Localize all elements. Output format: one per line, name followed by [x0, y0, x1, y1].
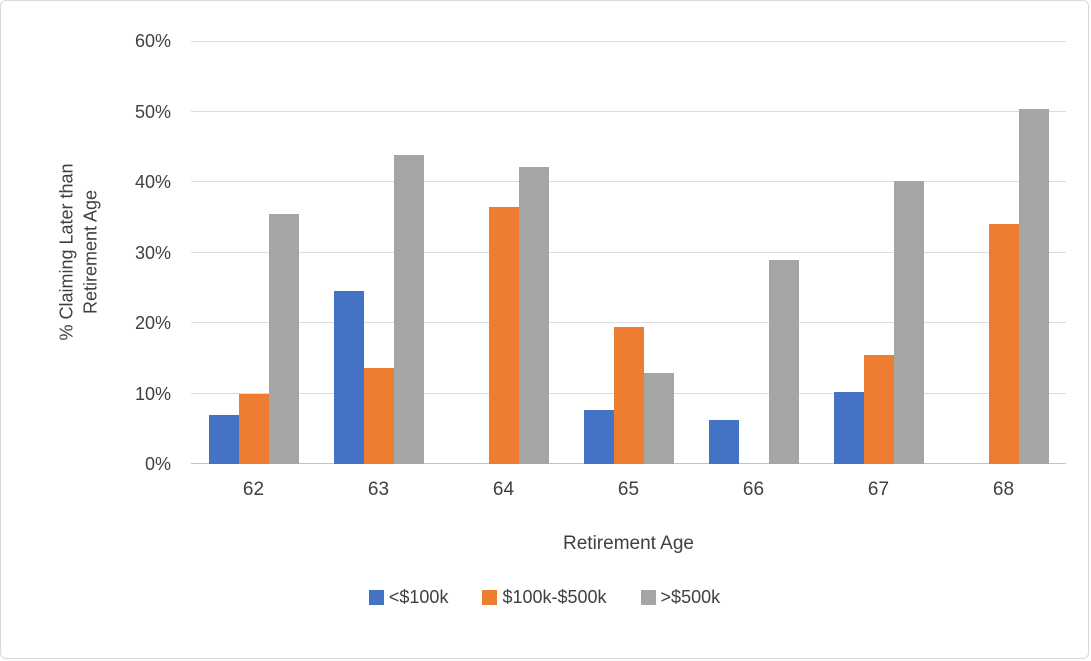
x-tick-label: 66 [742, 479, 765, 500]
bar-$100k-$500k-age-63 [363, 368, 394, 464]
y-tick-label: 10% [134, 383, 171, 404]
bar-$100k-$500k-age-65 [613, 327, 644, 464]
y-tick-label: 0% [144, 454, 171, 474]
x-tick-label: 65 [617, 479, 640, 500]
bar-$100k-$500k-age-67 [863, 354, 894, 464]
legend-item-100k-500k: $100k-$500k [482, 587, 607, 608]
bar->$500k-age-64 [518, 166, 549, 464]
legend-swatch-blue [368, 590, 384, 605]
x-tick-label: 63 [367, 479, 390, 500]
x-tick-label: 62 [242, 479, 265, 500]
gridline [191, 110, 1066, 112]
legend: <$100k $100k-$500k >$500k [1, 587, 1088, 608]
bar->$500k-age-63 [393, 155, 424, 464]
bar->$500k-age-66 [768, 260, 799, 464]
bar->$500k-age-68 [1018, 108, 1049, 464]
bar-<$100k-age-66 [708, 420, 739, 464]
bar-<$100k-age-62 [208, 414, 239, 464]
bar->$500k-age-62 [268, 214, 299, 464]
y-tick-label: 40% [134, 172, 171, 192]
legend-label: $100k-$500k [502, 587, 607, 607]
x-tick-label: 68 [992, 479, 1015, 500]
bar->$500k-age-67 [893, 181, 924, 464]
legend-swatch-gray [640, 590, 656, 605]
bar-$100k-$500k-age-64 [488, 206, 519, 464]
gridline [191, 41, 1066, 42]
y-tick-label: 50% [134, 101, 171, 122]
bar-<$100k-age-67 [833, 392, 864, 464]
y-axis-title: % Claiming Later than Retirement Age [56, 163, 101, 341]
legend-item-gt500k: >$500k [640, 587, 721, 608]
legend-item-lt100k: <$100k [368, 587, 449, 608]
x-axis-title: Retirement Age [563, 533, 694, 554]
legend-label: >$500k [660, 587, 721, 607]
y-tick-label: 20% [134, 313, 171, 333]
gridline [191, 251, 1066, 253]
gridline [191, 181, 1066, 182]
bar-<$100k-age-63 [333, 291, 364, 464]
x-tick-label: 67 [867, 479, 890, 500]
gridline [191, 322, 1066, 323]
plot-area [191, 41, 1066, 464]
legend-label: <$100k [388, 587, 449, 607]
x-tick-label: 64 [492, 479, 515, 500]
bar-<$100k-age-65 [583, 409, 614, 464]
bar-$100k-$500k-age-62 [238, 394, 269, 464]
y-tick-label: 30% [134, 242, 171, 263]
bar->$500k-age-65 [643, 373, 674, 464]
y-tick-label: 60% [134, 31, 171, 51]
legend-swatch-orange [482, 590, 498, 605]
bar-$100k-$500k-age-68 [988, 223, 1019, 464]
